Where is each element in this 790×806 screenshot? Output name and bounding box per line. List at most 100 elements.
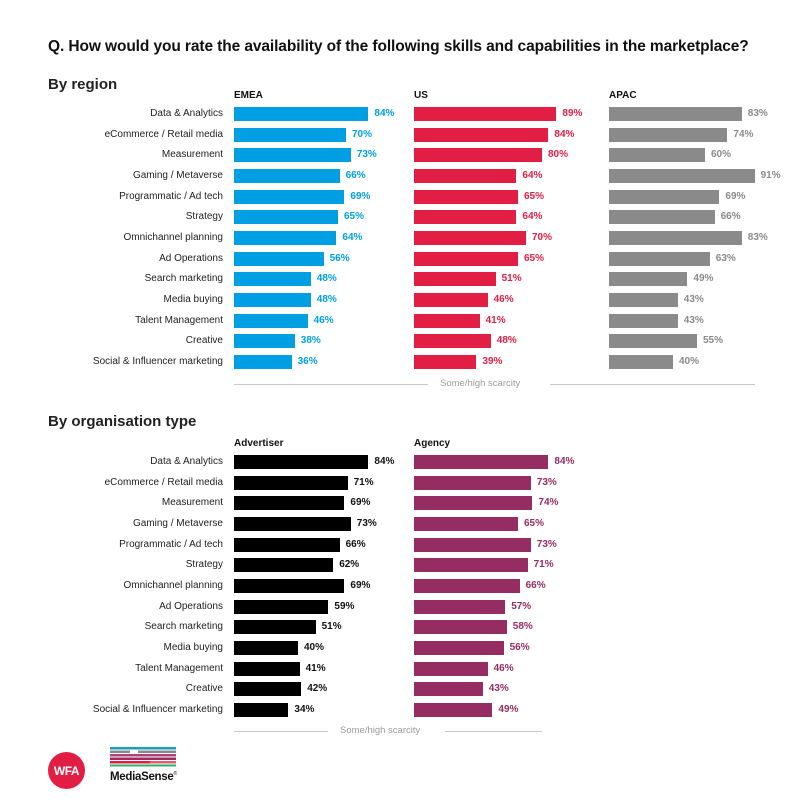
bar: [414, 578, 520, 593]
axis-line: [234, 731, 328, 732]
value-label: 41%: [305, 662, 326, 674]
value-label: 69%: [350, 497, 371, 509]
axis-label: Some/high scarcity: [340, 725, 421, 736]
bar: [414, 127, 549, 142]
bar: [234, 558, 334, 573]
bar: [414, 210, 517, 225]
value-label: 73%: [356, 149, 377, 161]
series-title: EMEA: [234, 90, 263, 101]
category-label: Gaming / Metaverse: [132, 169, 223, 181]
bar: [414, 168, 517, 183]
value-label: 55%: [703, 335, 724, 347]
value-label: 70%: [532, 231, 553, 243]
mediasense-logo-text: MediaSense®: [110, 771, 177, 783]
bar: [234, 148, 351, 163]
value-label: 42%: [307, 683, 328, 695]
category-label: Media buying: [163, 641, 223, 653]
value-label: 63%: [715, 252, 736, 264]
section-title-org: By organisation type: [48, 413, 197, 430]
axis-line: [445, 731, 542, 732]
series-title: US: [414, 90, 428, 101]
category-label: Creative: [185, 683, 223, 695]
bar: [234, 516, 351, 531]
value-label: 74%: [538, 497, 559, 509]
series-title: Agency: [414, 438, 451, 449]
category-label: Measurement: [161, 149, 223, 161]
value-label: 46%: [493, 662, 514, 674]
value-label: 70%: [352, 128, 373, 140]
value-label: 65%: [524, 517, 545, 529]
value-label: 41%: [485, 314, 506, 326]
value-label: 43%: [488, 683, 509, 695]
value-label: 58%: [512, 621, 533, 633]
value-label: 84%: [554, 456, 575, 467]
bar: [609, 127, 728, 142]
value-label: 66%: [345, 169, 366, 181]
value-label: 69%: [350, 579, 371, 591]
value-label: 40%: [304, 641, 325, 653]
value-label: 66%: [720, 211, 741, 223]
value-label: 51%: [321, 621, 342, 633]
bar: [234, 107, 369, 121]
value-label: 36%: [297, 355, 318, 367]
category-label: Ad Operations: [159, 252, 223, 264]
bar: [414, 455, 549, 469]
value-label: 48%: [496, 335, 517, 347]
category-label: Talent Management: [135, 662, 223, 674]
axis-line: [550, 384, 755, 385]
question-title: Q. How would you rate the availability o…: [48, 38, 749, 55]
category-label: Social & Influencer marketing: [92, 355, 223, 367]
bar: [414, 272, 496, 287]
bar: [414, 558, 528, 573]
bar: [609, 210, 715, 225]
value-label: 83%: [747, 231, 768, 243]
value-label: 80%: [548, 149, 569, 161]
value-label: 56%: [329, 252, 350, 264]
value-label: 48%: [316, 293, 337, 305]
value-label: 49%: [693, 273, 714, 285]
value-label: 56%: [509, 641, 530, 653]
value-label: 38%: [300, 335, 321, 347]
category-label: Omnichannel planning: [123, 231, 223, 243]
value-label: 64%: [522, 211, 543, 223]
category-label: Measurement: [161, 497, 223, 509]
value-label: 65%: [524, 190, 545, 202]
value-label: 73%: [356, 517, 377, 529]
value-label: 46%: [493, 293, 514, 305]
bar: [234, 578, 345, 593]
bar: [414, 661, 488, 676]
category-label: Programmatic / Ad tech: [119, 190, 223, 202]
bar: [414, 148, 542, 163]
value-label: 34%: [294, 703, 315, 715]
value-label: 40%: [679, 355, 700, 367]
bar: [414, 251, 518, 266]
category-label: Creative: [185, 335, 223, 347]
bar: [414, 537, 531, 552]
category-label: Media buying: [163, 293, 223, 305]
bar: [234, 475, 348, 490]
bar: [234, 599, 329, 614]
bar: [609, 107, 742, 121]
category-label: Strategy: [185, 211, 223, 223]
value-label: 69%: [725, 190, 746, 202]
category-label: Talent Management: [135, 314, 223, 326]
mediasense-logo: MediaSense®: [110, 747, 180, 791]
bar: [234, 682, 302, 697]
value-label: 59%: [334, 600, 355, 612]
category-label: Social & Influencer marketing: [92, 703, 223, 715]
bar: [609, 272, 688, 287]
value-label: 84%: [374, 108, 395, 119]
section-title-region: By region: [48, 76, 118, 93]
bar: [234, 251, 324, 266]
bar: [609, 354, 673, 369]
bar: [414, 496, 533, 511]
bar: [414, 107, 557, 121]
value-label: 65%: [344, 211, 365, 223]
bar: [234, 537, 340, 552]
value-label: 43%: [683, 314, 704, 326]
value-label: 57%: [511, 600, 532, 612]
value-label: 84%: [374, 456, 395, 467]
category-label: eCommerce / Retail media: [104, 128, 223, 140]
bar: [234, 354, 292, 369]
bar: [234, 189, 345, 204]
